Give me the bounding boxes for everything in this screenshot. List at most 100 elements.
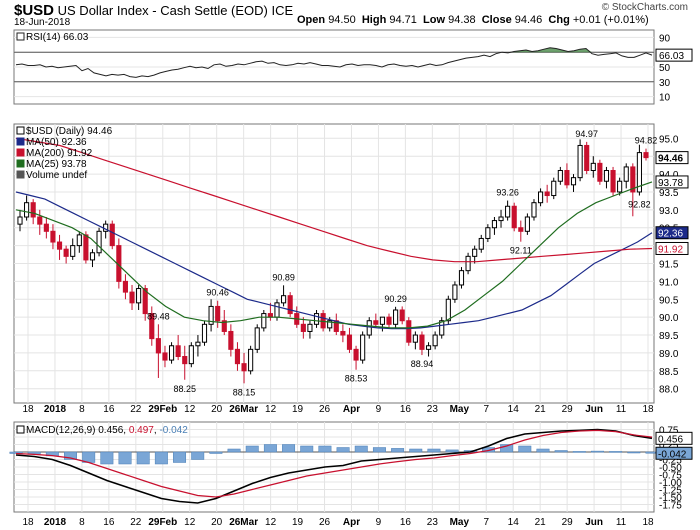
price-annotation: 88.15	[233, 387, 256, 397]
macd-legend-part: ,	[154, 425, 160, 436]
price-legend-entry: MA(25) 93.78	[26, 159, 87, 170]
price-x-tick-label: 2018	[44, 404, 67, 415]
macd-tick-label: 0.25	[659, 441, 679, 452]
candle-body	[524, 216, 530, 232]
price-last-value: 91.92	[658, 244, 683, 255]
candle-body	[63, 248, 69, 257]
price-x-tick-label: 9	[376, 404, 382, 415]
price-x-tick-label: 23	[427, 404, 439, 415]
macd-tick-label: -0.50	[659, 463, 682, 474]
rsi-overbought-fill	[16, 47, 652, 53]
price-tick-label: 93.0	[659, 206, 679, 217]
price-x-tick-label: 16	[103, 404, 115, 415]
open-value: 94.50	[328, 14, 356, 26]
candle-body	[287, 295, 293, 315]
candle-body	[307, 323, 313, 332]
price-tick-label: 91.5	[659, 260, 679, 271]
candle-body	[17, 216, 23, 225]
macd-histogram-bar	[536, 448, 550, 453]
candle-body	[195, 341, 201, 347]
macd-x-tick-label: 18	[22, 517, 34, 528]
price-x-tick-label: 26	[319, 404, 331, 415]
price-annotation: 92.11	[510, 246, 532, 256]
macd-histogram-bar	[118, 451, 132, 465]
macd-histogram-bar	[518, 445, 532, 453]
macd-x-tick-label: 19	[292, 517, 304, 528]
price-x-tick-label: 19	[292, 404, 304, 415]
candle-body	[432, 334, 438, 347]
close-value: 94.46	[514, 14, 543, 26]
symbol: $USD	[14, 2, 55, 19]
macd-histogram-bar	[609, 451, 623, 453]
price-annotation: 93.26	[496, 188, 519, 198]
macd-histogram-bar	[136, 451, 150, 465]
macd-x-tick-label: Apr	[343, 517, 360, 528]
candle-body	[30, 202, 36, 218]
price-legend-swatch	[16, 137, 25, 146]
high-label: High	[361, 14, 387, 26]
price-annotation: 94.82	[635, 136, 658, 146]
macd-x-tick-label: 20	[211, 517, 223, 528]
macd-x-tick-label: 16	[103, 517, 115, 528]
macd-x-tick-label: 14	[508, 517, 520, 528]
macd-tick-label: -1.25	[659, 486, 682, 497]
candle-body	[393, 309, 399, 325]
exchange: ICE	[271, 3, 294, 18]
rsi-last-value: 66.03	[659, 51, 684, 62]
price-x-tick-label: 8	[79, 404, 85, 415]
rsi-legend-swatch	[16, 32, 25, 41]
candle-body	[584, 144, 590, 171]
candle-body	[551, 180, 557, 197]
candle-body	[228, 330, 234, 350]
macd-histogram-bar	[354, 445, 368, 453]
candle-body	[531, 202, 537, 218]
macd-tick-label: -1.50	[659, 493, 682, 504]
rsi-last-value-box	[655, 48, 693, 62]
macd-histogram-bar	[282, 444, 296, 453]
candle-body	[379, 316, 385, 325]
symbol-title: $USD US Dollar Index - Cash Settle (EOD)…	[14, 2, 293, 19]
candle-body	[478, 237, 484, 250]
rsi-legend: RSI(14) 66.03	[26, 32, 89, 43]
price-last-value-box	[655, 175, 689, 189]
candle-body	[201, 323, 208, 343]
macd-x-tick-label: 12	[184, 517, 196, 528]
price-tick-label: 91.0	[659, 277, 679, 288]
price-annotation: 88.25	[173, 384, 196, 394]
price-tick-label: 90.5	[659, 295, 679, 306]
chart-date: 18-Jun-2018	[14, 17, 71, 28]
candle-body	[452, 284, 458, 300]
candle-body	[182, 356, 188, 365]
moving-average-line	[15, 181, 653, 329]
candle-body	[643, 152, 649, 159]
macd-histogram-bar	[336, 447, 350, 453]
macd-histogram-bar	[445, 449, 459, 453]
candle-body	[577, 144, 583, 179]
candle-body	[327, 320, 333, 329]
macd-x-tick-label: 26Mar	[229, 517, 258, 528]
price-legend-swatch	[16, 148, 25, 157]
macd-tick-label: -0.75	[659, 471, 682, 482]
price-x-tick-label: May	[450, 404, 470, 415]
price-legend-entry: MA(50) 92.36	[26, 137, 87, 148]
candle-body	[630, 166, 636, 193]
price-last-value-box	[655, 226, 689, 240]
candle-body	[564, 170, 570, 186]
price-legend-entry: $USD (Daily) 94.46	[26, 126, 113, 137]
quote-bar: Open 94.50 High 94.71 Low 94.38 Close 94…	[297, 14, 649, 26]
candle-body	[274, 302, 280, 318]
macd-x-tick-label: 29Feb	[148, 517, 177, 528]
candle-body	[485, 227, 491, 239]
price-x-tick-label: 16	[400, 404, 412, 415]
high-value: 94.71	[389, 14, 417, 26]
candle-body	[570, 177, 577, 186]
candle-body	[366, 320, 372, 336]
candle-body	[109, 223, 115, 247]
candle-body	[221, 320, 227, 332]
price-x-tick-label: Jun	[585, 404, 603, 415]
macd-histogram-bar	[245, 445, 259, 453]
low-value: 94.38	[448, 14, 476, 26]
macd-histogram-bar	[227, 448, 241, 453]
macd-histogram-bar	[300, 445, 314, 453]
price-x-tick-label: 21	[535, 404, 547, 415]
